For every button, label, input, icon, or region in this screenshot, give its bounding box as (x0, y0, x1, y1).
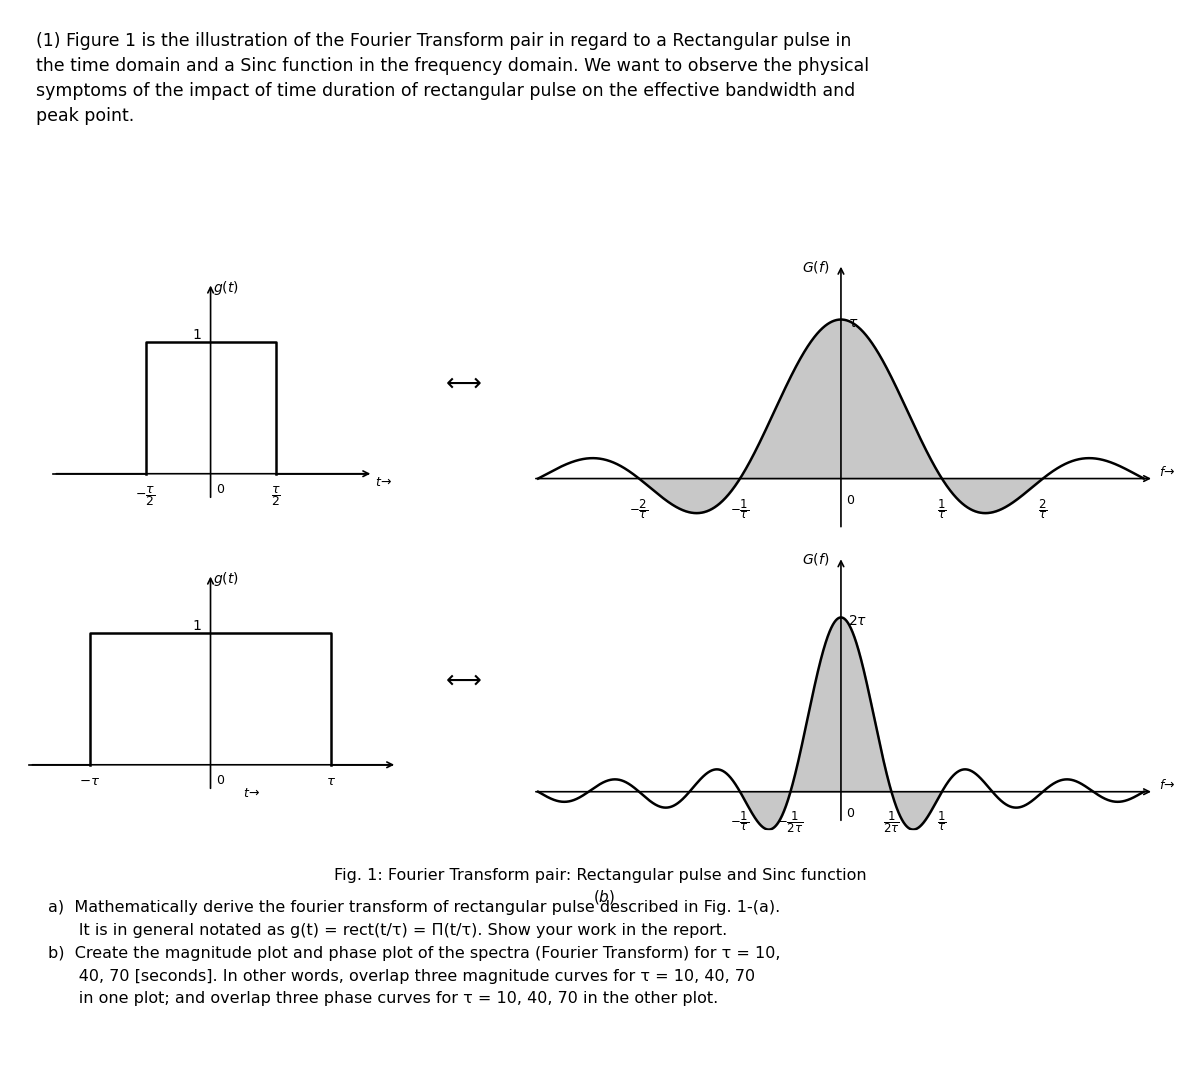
Text: $f\!\rightarrow$: $f\!\rightarrow$ (1159, 777, 1176, 791)
Text: $1$: $1$ (192, 329, 202, 343)
Text: $\dfrac{2}{\tau}$: $\dfrac{2}{\tau}$ (1038, 498, 1048, 522)
Text: $\dfrac{1}{\tau}$: $\dfrac{1}{\tau}$ (937, 810, 947, 833)
Text: $\dfrac{1}{2\tau}$: $\dfrac{1}{2\tau}$ (883, 810, 900, 834)
Text: $-\dfrac{1}{\tau}$: $-\dfrac{1}{\tau}$ (731, 498, 750, 522)
Text: $(b)$: $(b)$ (593, 888, 616, 907)
Text: $(a)$: $(a)$ (835, 635, 857, 653)
Text: Fig. 1: Fourier Transform pair: Rectangular pulse and Sinc function: Fig. 1: Fourier Transform pair: Rectangu… (334, 868, 866, 883)
Text: (1) Figure 1 is the illustration of the Fourier Transform pair in regard to a Re: (1) Figure 1 is the illustration of the … (36, 32, 869, 125)
Text: $0$: $0$ (846, 807, 856, 820)
Text: $\dfrac{\tau}{2}$: $\dfrac{\tau}{2}$ (271, 484, 281, 508)
Text: $G(f)$: $G(f)$ (802, 551, 829, 567)
Text: $-\tau$: $-\tau$ (79, 775, 101, 788)
Text: $-\dfrac{1}{2\tau}$: $-\dfrac{1}{2\tau}$ (778, 810, 804, 834)
Text: a)  Mathematically derive the fourier transform of rectangular pulse described i: a) Mathematically derive the fourier tra… (48, 900, 780, 1007)
Text: $g(t)$: $g(t)$ (212, 570, 239, 588)
Text: $0$: $0$ (216, 774, 226, 787)
Text: $t\!\rightarrow$: $t\!\rightarrow$ (244, 787, 260, 800)
Text: $G(f)$: $G(f)$ (802, 259, 829, 275)
Text: $\dfrac{1}{\tau}$: $\dfrac{1}{\tau}$ (937, 498, 947, 522)
Text: $\longleftrightarrow$: $\longleftrightarrow$ (442, 371, 482, 395)
Text: $t\!\rightarrow$: $t\!\rightarrow$ (376, 476, 392, 489)
Text: $\tau$: $\tau$ (326, 775, 336, 788)
Text: $-\dfrac{2}{\tau}$: $-\dfrac{2}{\tau}$ (629, 498, 649, 522)
Text: $-\dfrac{\tau}{2}$: $-\dfrac{\tau}{2}$ (136, 484, 156, 508)
Text: $1$: $1$ (192, 620, 202, 634)
Text: $f\!\rightarrow$: $f\!\rightarrow$ (1159, 466, 1176, 480)
Text: $2\tau$: $2\tau$ (848, 614, 868, 628)
Text: $0$: $0$ (216, 483, 226, 496)
Text: $g(t)$: $g(t)$ (212, 279, 239, 296)
Text: $0$: $0$ (846, 495, 856, 508)
Text: $\tau$: $\tau$ (848, 316, 858, 330)
Text: $\longleftrightarrow$: $\longleftrightarrow$ (442, 667, 482, 691)
Text: $-\dfrac{1}{\tau}$: $-\dfrac{1}{\tau}$ (731, 810, 750, 833)
